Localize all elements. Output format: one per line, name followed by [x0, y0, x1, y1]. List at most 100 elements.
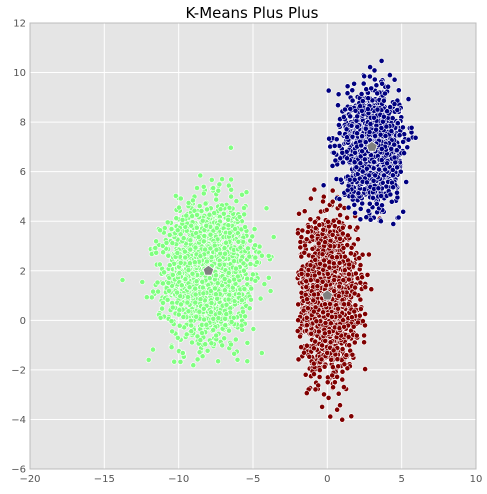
scatter-point [257, 295, 264, 302]
scatter-point [210, 315, 217, 322]
scatter-point [208, 176, 215, 183]
scatter-point [335, 102, 341, 109]
scatter-point [362, 366, 368, 372]
scatter-point [357, 296, 364, 303]
scatter-point [241, 286, 248, 292]
scatter-point [349, 97, 356, 104]
scatter-point [316, 367, 323, 373]
scatter-point [325, 218, 331, 225]
scatter-point [337, 212, 343, 218]
scatter-point [345, 271, 352, 278]
scatter-point [219, 342, 226, 349]
scatter-point [189, 339, 195, 346]
scatter-point [336, 259, 343, 266]
scatter-point [186, 260, 193, 267]
scatter-point [233, 198, 240, 204]
scatter-point [389, 115, 396, 121]
scatter-point [241, 211, 248, 218]
scatter-point [263, 205, 270, 212]
scatter-point [160, 249, 166, 256]
scatter-point [175, 311, 182, 318]
scatter-point [298, 270, 305, 277]
scatter-point [322, 337, 329, 344]
scatter-point [157, 314, 164, 321]
scatter-point [196, 203, 203, 209]
scatter-point [303, 322, 310, 329]
scatter-point [195, 234, 202, 240]
scatter-point [298, 344, 304, 350]
scatter-point [306, 353, 313, 360]
scatter-point [296, 210, 302, 217]
scatter-point [339, 368, 346, 375]
scatter-point [185, 199, 192, 206]
scatter-point [357, 216, 364, 223]
scatter-point [192, 291, 199, 298]
scatter-point [341, 301, 347, 308]
scatter-point [213, 225, 220, 231]
scatter-point [320, 309, 326, 316]
scatter-point [169, 271, 176, 278]
scatter-point [304, 271, 311, 278]
scatter-point [231, 258, 237, 264]
scatter-point [188, 222, 195, 229]
scatter-point [190, 362, 197, 369]
scatter-point [213, 272, 219, 279]
scatter-point [327, 301, 333, 307]
data-points [119, 58, 419, 423]
scatter-point [228, 193, 234, 200]
scatter-point [180, 314, 187, 320]
scatter-point [187, 237, 194, 244]
scatter-point [189, 270, 196, 277]
scatter-point [320, 182, 327, 189]
scatter-point [228, 176, 234, 183]
scatter-point [367, 216, 374, 223]
scatter-point [319, 342, 325, 349]
scatter-point [193, 313, 200, 320]
scatter-point [327, 243, 334, 249]
scatter-point [227, 144, 234, 151]
scatter-point [334, 406, 340, 413]
scatter-point [368, 286, 375, 293]
scatter-point [363, 86, 370, 93]
scatter-point [173, 215, 180, 222]
scatter-point [226, 204, 233, 211]
scatter-point [328, 356, 335, 363]
scatter-point [321, 330, 328, 337]
scatter-point [359, 274, 365, 281]
scatter-point [174, 334, 181, 341]
scatter-point [394, 194, 401, 201]
scatter-point [258, 252, 265, 259]
scatter-point [357, 262, 364, 268]
scatter-point [204, 258, 210, 265]
scatter-point [251, 226, 258, 232]
scatter-point [179, 350, 186, 356]
scatter-point [327, 320, 334, 327]
scatter-point [169, 240, 176, 246]
scatter-point [161, 269, 167, 276]
scatter-point [371, 76, 378, 83]
scatter-point [196, 308, 203, 315]
scatter-point [143, 294, 150, 301]
scatter-point [208, 300, 215, 306]
scatter-point [361, 339, 367, 346]
scatter-point [335, 363, 342, 370]
scatter-point [344, 232, 351, 239]
scatter-point [166, 287, 172, 294]
scatter-point [352, 270, 359, 277]
scatter-point [300, 307, 307, 314]
scatter-point [191, 259, 198, 266]
scatter-point [208, 254, 215, 261]
scatter-point [366, 200, 373, 207]
scatter-point [352, 209, 358, 216]
scatter-point [303, 314, 310, 321]
scatter-point [314, 283, 321, 290]
scatter-point [221, 245, 228, 251]
scatter-point [310, 360, 317, 367]
scatter-point [297, 333, 303, 340]
scatter-point [213, 246, 220, 253]
scatter-point [182, 276, 189, 283]
scatter-point [362, 284, 369, 291]
scatter-point [237, 244, 244, 251]
scatter-point [200, 183, 207, 190]
